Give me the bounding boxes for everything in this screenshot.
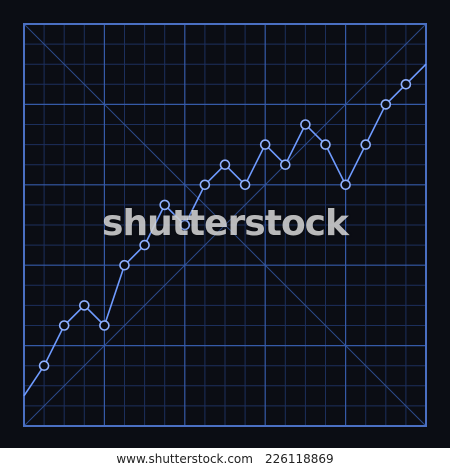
data-point [99,320,110,331]
data-point [259,139,271,150]
data-point [400,79,412,90]
footer-image-id: 226118869 [264,452,334,466]
data-point [58,320,70,331]
data-point [340,179,351,191]
diagonal-guides [23,23,427,427]
footer-site: www.shutterstock.com [116,452,253,466]
series-layer [23,63,427,397]
data-point [139,239,150,251]
data-point [38,360,50,372]
data-point [320,139,331,150]
diagonal-guide-falling [23,23,427,427]
major-grid [24,24,426,426]
data-point [239,179,251,191]
data-point [199,179,211,191]
data-point [300,119,311,130]
data-point [279,159,291,170]
plot-frame [23,23,427,427]
data-point [219,159,231,170]
data-point [79,300,90,311]
data-point [179,219,191,231]
data-point [159,199,170,211]
data-point [360,139,372,150]
footer-bar: www.shutterstock.com 226118869 [0,448,450,470]
data-point [380,99,392,110]
data-point [119,259,130,271]
